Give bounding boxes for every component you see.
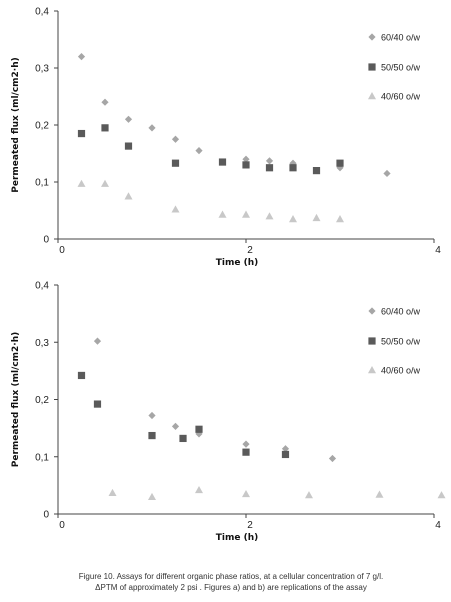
panel-1-series-2-point [312,167,321,175]
panel-2-y-tick-label: 0,1 [35,452,49,463]
panel-2-legend-marker-1 [368,307,376,315]
panel-1-series-2-point [336,159,344,167]
panel-1-legend-label-2: 50/50 o/w [381,63,421,73]
panel-2-y-tick-label: 0,4 [35,281,49,292]
panel-2-series-3-point [375,490,384,498]
panel-2-series-2-point [77,371,86,380]
panel-2-y-axis-title: Permeated flux (ml/cm2·h) [11,332,21,467]
panel-1-series-2-point [124,142,133,150]
panel-2-series-3-point [195,485,203,494]
panel-2-series-1-point [195,430,203,438]
panel-1-series-1-point [124,115,133,123]
panel-1-series-3-point [124,192,133,200]
panel-2-series-3-point [242,489,250,498]
panel-1-x-tick-label: 2 [247,245,253,256]
panel-2-legend-marker-2 [368,337,376,345]
panel-2-series-2-point [195,425,203,433]
panel-2-series-2-point [281,450,290,459]
caption-line-1: Figure 10. Assays for different organic … [78,572,384,581]
panel-1-series-3-point [265,212,274,220]
panel-1-series-3-point [77,179,86,187]
caption-line-2: ΔPTM of approximately 2 psi . Figures a)… [95,582,367,592]
panel-2-y-tick-label: 0,3 [35,338,49,349]
panel-2-legend-label-3: 40/60 o/w [381,366,421,376]
panel-2-x-axis-title: Time (h) [216,533,258,543]
panel-1-series-3-point [289,215,297,223]
panel-2-series-1-point [171,422,180,431]
panel-2-series-1-point [93,337,102,345]
panel-1-y-tick-label: 0,4 [35,7,49,18]
panel-2-y-tick-label: 0 [43,510,49,521]
panel-1-x-tick-label: 4 [435,245,441,256]
panel-2-series-1-point [328,454,337,463]
panel-1-series-1-point [265,157,274,165]
panel-1-series-3-point [101,179,109,187]
panel-1-series-1-point [148,124,156,132]
panel-2-series-3-point [304,491,313,499]
panel-2-x-tick-label: 4 [435,520,441,531]
panel-1-legend-label-3: 40/60 o/w [381,92,421,102]
panel-1-series-1-point [242,155,250,163]
panel-2-y-tick-label: 0,2 [35,395,49,406]
panel-1-series-3-point [312,213,321,222]
panel-1-y-tick-label: 0,3 [35,64,49,75]
panel-1-series-2-point [265,164,274,172]
panel-2-series-2-point [148,431,156,440]
panel-1-series-2-point [101,124,109,132]
panel-1-series-3-point [171,205,180,213]
panel-1-y-tick-label: 0,2 [35,121,49,132]
panel-1-series-1-point [77,53,86,61]
figure-caption: Figure 10. Assays for different organic … [16,572,446,593]
panel-1-y-tick-label: 0,1 [35,178,49,189]
panel-2-series-3-point [437,491,446,499]
panel-1-series-1-point [195,147,203,155]
panel-2-series-3-point [108,488,117,497]
panel-1-x-axis-title: Time (h) [216,258,258,268]
panel-2-series-2-point [93,400,102,408]
panel-2-series-1-point [281,445,290,453]
panel-1-legend-marker-3 [368,92,376,100]
panel-2-series-3-point [148,492,156,501]
panel-1-series-2-point [289,164,297,172]
panel-1-series-1-point [101,98,109,106]
panel-1-series-3-point [242,210,250,218]
panel-2-series-1-point [148,411,156,420]
panel-1-series-2-point [171,159,180,167]
panel-1-series-2-point [77,129,86,138]
panel-2-x-tick-label: 0 [59,520,65,531]
panel-1-legend-marker-2 [368,63,376,71]
panel-1-y-axis-title: Permeated flux (ml/cm2·h) [11,57,21,192]
panel-2-legend-label-1: 60/40 o/w [381,307,421,317]
panel-2-series-2-point [179,434,187,443]
panel-1-y-tick-label: 0 [43,235,49,246]
panel-2-x-tick-label: 2 [247,520,253,531]
panel-2-series-2-point [242,448,250,456]
panel-2-series-1-point [242,440,250,448]
panel-2-legend-marker-3 [368,366,376,374]
panel-1-series-2-point [218,158,227,166]
panel-1-series-2-point [242,161,250,169]
panel-1-legend-label-1: 60/40 o/w [381,33,421,43]
panel-1-series-3-point [218,210,227,218]
panel-1-x-tick-label: 0 [59,245,65,256]
panel-1-series-1-point [383,169,391,178]
panel-2-legend-label-2: 50/50 o/w [381,337,421,347]
panel-1-series-3-point [336,215,344,223]
panel-1-series-1-point [171,135,180,143]
panel-1-legend-marker-1 [368,33,376,41]
